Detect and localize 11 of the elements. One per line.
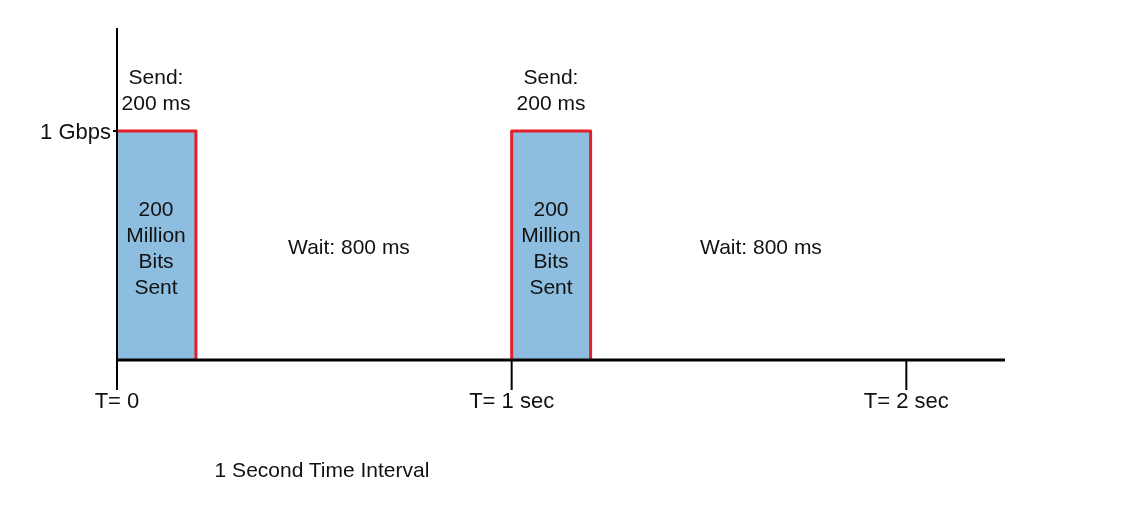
annotation: Send: 200 ms [516, 64, 586, 116]
annotation: Send: 200 ms [121, 64, 191, 116]
annotation: Wait: 800 ms [700, 234, 822, 260]
x-tick-label: T= 0 [94, 387, 140, 413]
x-tick-label: T= 2 sec [863, 387, 949, 413]
text: 1 Second Time Interval [214, 457, 430, 483]
x-tick-label: T= 1 sec [469, 387, 555, 413]
y-tick-label: 1 Gbps [40, 118, 111, 144]
annotation: 200 Million Bits Sent [521, 196, 581, 300]
annotation: 200 Million Bits Sent [126, 196, 186, 300]
annotation: Wait: 800 ms [288, 234, 410, 260]
